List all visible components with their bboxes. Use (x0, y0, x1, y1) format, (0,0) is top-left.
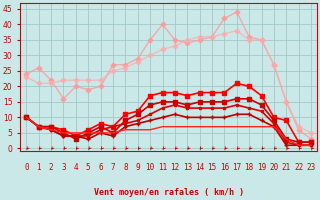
X-axis label: Vent moyen/en rafales ( km/h ): Vent moyen/en rafales ( km/h ) (94, 188, 244, 197)
